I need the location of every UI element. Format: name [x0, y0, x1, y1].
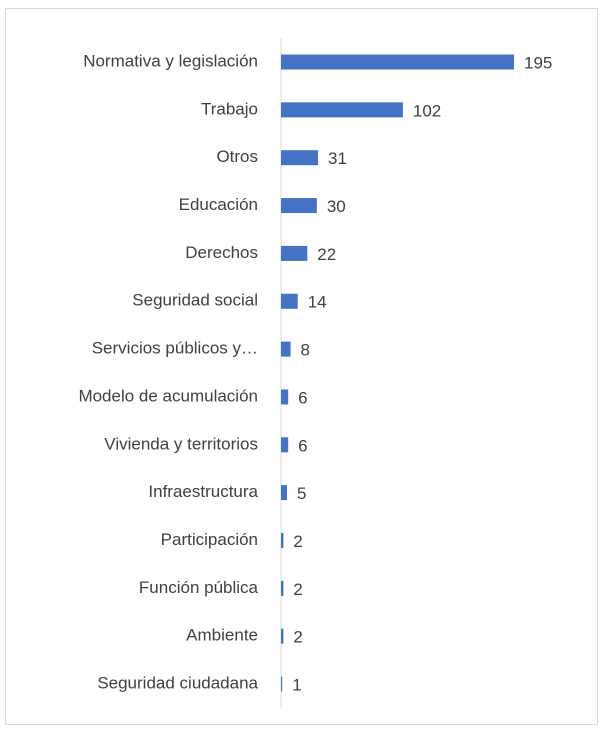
data-label: 14 — [308, 293, 327, 312]
category-label: Seguridad social — [132, 291, 258, 310]
data-label: 5 — [297, 484, 306, 503]
category-label: Seguridad ciudadana — [97, 674, 258, 693]
bar — [281, 198, 317, 214]
bar — [281, 150, 319, 166]
data-label: 2 — [293, 628, 302, 647]
bar — [281, 341, 291, 357]
bar — [281, 102, 403, 118]
bar — [281, 485, 287, 501]
bar — [281, 580, 284, 596]
data-label: 8 — [301, 341, 310, 360]
category-label: Modelo de acumulación — [78, 386, 258, 405]
category-label: Vivienda y territorios — [104, 434, 258, 453]
category-label: Participación — [161, 530, 258, 549]
bar — [281, 533, 284, 548]
bar — [281, 628, 284, 644]
data-label: 31 — [328, 149, 347, 168]
bar — [281, 437, 289, 453]
bar — [281, 54, 515, 70]
category-label: Función pública — [139, 578, 259, 597]
data-label: 102 — [413, 101, 441, 120]
bar — [281, 389, 289, 405]
bar — [281, 293, 298, 309]
category-label: Trabajo — [201, 99, 258, 118]
data-label: 6 — [298, 388, 307, 407]
data-label: 1 — [292, 676, 301, 695]
data-label: 22 — [317, 245, 336, 264]
category-label: Derechos — [185, 243, 258, 262]
category-label: Ambiente — [186, 626, 258, 645]
category-label: Otros — [216, 147, 258, 166]
category-label: Educación — [179, 195, 258, 214]
bar — [281, 245, 308, 261]
category-label: Servicios públicos y… — [92, 339, 258, 358]
data-label: 2 — [293, 580, 302, 599]
bar — [281, 676, 283, 692]
category-label: Infraestructura — [148, 482, 258, 501]
data-label: 195 — [524, 53, 552, 72]
data-label: 6 — [298, 436, 307, 455]
data-label: 30 — [327, 197, 346, 216]
category-label: Normativa y legislación — [83, 51, 258, 70]
chart-frame — [5, 8, 598, 725]
data-label: 2 — [293, 532, 302, 551]
